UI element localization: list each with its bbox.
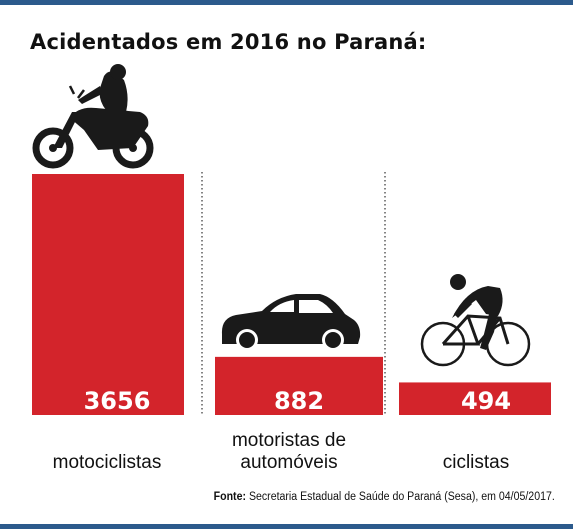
car-icon <box>221 294 361 351</box>
source-note: Fonte: Secretaria Estadual de Saúde do P… <box>214 491 555 503</box>
source-text: Secretaria Estadual de Saúde do Paraná (… <box>249 491 555 503</box>
cyclist-icon <box>420 274 531 367</box>
value-label-3: 494 <box>461 387 511 415</box>
value-label-1: 3656 <box>84 387 151 415</box>
motorcycle-icon <box>32 64 154 169</box>
category-label-1-line-1: motociclistas <box>53 452 162 473</box>
source-label: Fonte: <box>213 491 247 503</box>
value-label-2: 882 <box>274 387 324 415</box>
category-label-3-line-1: ciclistas <box>443 452 510 473</box>
bar-2 <box>215 356 383 415</box>
category-label-2-line-2: automóveis <box>240 452 337 473</box>
category-label-2-line-1: motoristas de <box>232 430 346 451</box>
bar-3 <box>399 382 551 415</box>
chart-title: Acidentados em 2016 no Paraná: <box>30 30 427 54</box>
bottom-border <box>0 524 573 529</box>
top-border <box>0 0 573 5</box>
bar-1 <box>32 174 184 415</box>
